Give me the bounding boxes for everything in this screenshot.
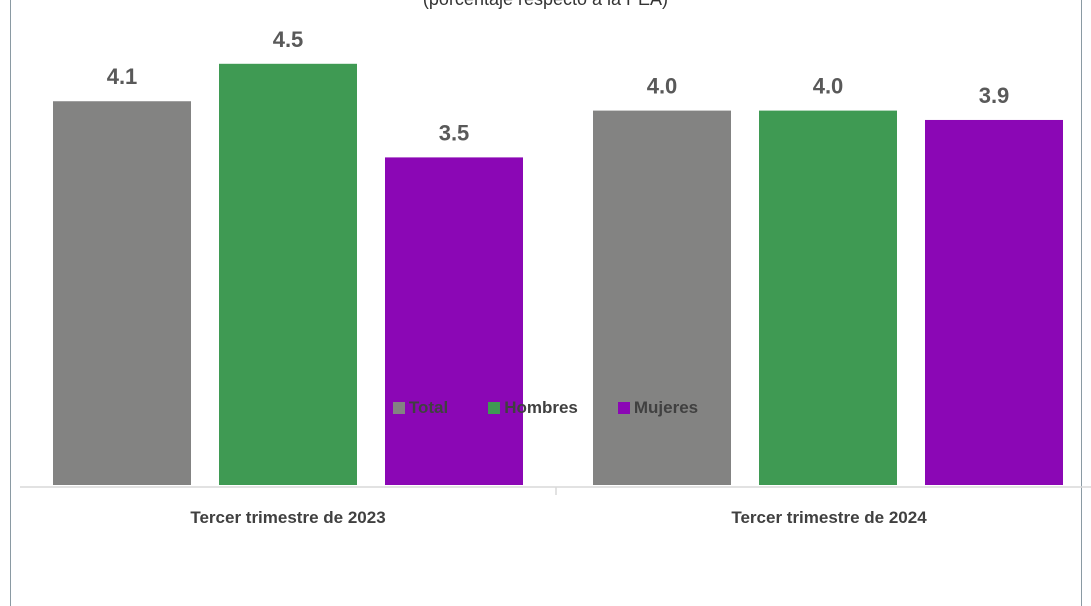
bar-total-1 <box>53 101 191 486</box>
legend-item-total: Total <box>392 398 449 418</box>
legend-item-hombres: Hombres <box>488 398 578 418</box>
legend-label-mujeres: Mujeres <box>633 398 699 417</box>
bar-mujeres-2 <box>925 119 1063 486</box>
bar-hombres-1 <box>219 63 357 486</box>
chart-subtitle: (porcentaje respecto a la PEA) <box>0 0 1091 10</box>
legend: Total Hombres Mujeres <box>0 398 1091 418</box>
legend-label-total: Total <box>408 398 449 417</box>
legend-swatch-total <box>392 402 405 414</box>
legend-item-mujeres: Mujeres <box>617 398 699 418</box>
bar-hombres-2 <box>759 110 897 485</box>
data-label-total-1: 4.1 <box>107 64 138 89</box>
legend-swatch-hombres <box>488 402 501 414</box>
data-label-total-2: 4.0 <box>647 74 678 99</box>
category-label-1: Tercer trimestre de 2023 <box>190 508 385 527</box>
data-label-hombres-1: 4.5 <box>273 27 304 52</box>
bar-total-2 <box>593 110 731 485</box>
legend-swatch-mujeres <box>617 402 630 414</box>
chart-frame <box>10 0 1082 606</box>
category-label-2: Tercer trimestre de 2024 <box>731 508 927 527</box>
data-label-mujeres-2: 3.9 <box>979 83 1010 108</box>
data-label-mujeres-1: 3.5 <box>439 120 470 145</box>
data-label-hombres-2: 4.0 <box>813 74 844 99</box>
bar-mujeres-1 <box>385 157 523 485</box>
legend-label-hombres: Hombres <box>504 398 578 417</box>
